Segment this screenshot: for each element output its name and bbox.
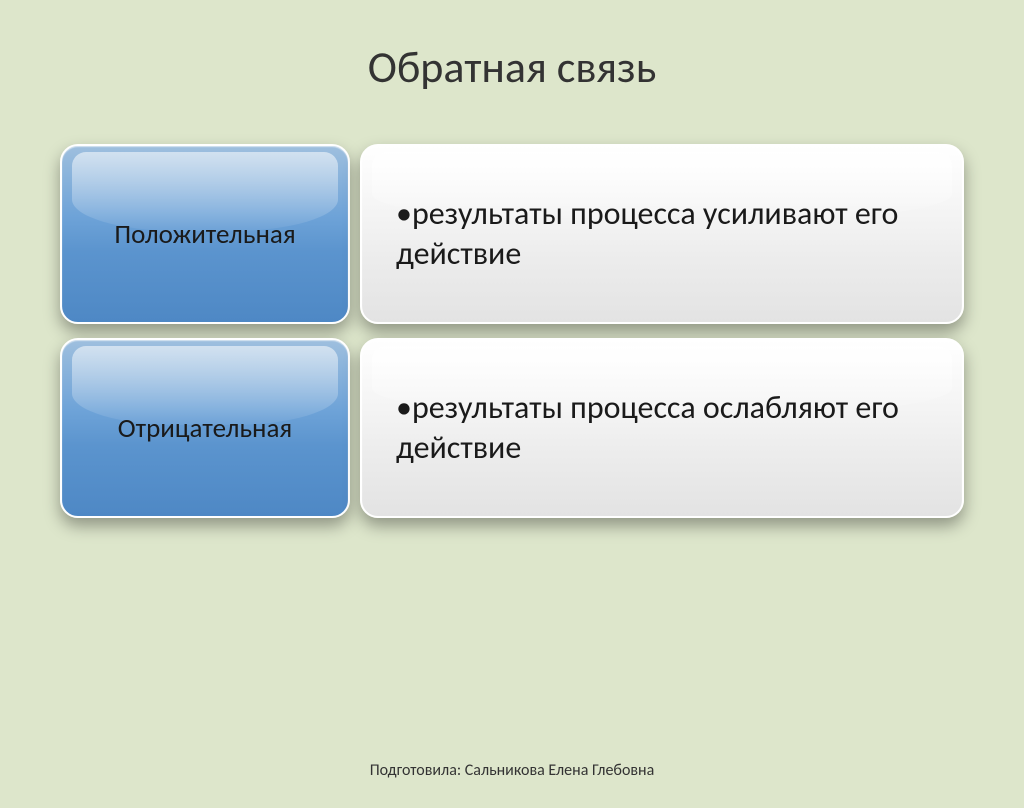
desc-text-negative: •результаты процесса ослабляют его дейст… [396,388,932,468]
label-text-positive: Положительная [114,218,295,251]
slide-title: Обратная связь [0,40,1024,94]
bullet-icon: • [396,388,412,428]
row-negative: Отрицательная •результаты процесса ослаб… [60,338,964,518]
desc-content-positive: результаты процесса усиливают его действ… [396,194,898,273]
bullet-icon: • [396,194,412,234]
desc-box-positive: •результаты процесса усиливают его дейст… [360,144,964,324]
row-positive: Положительная •результаты процесса усили… [60,144,964,324]
desc-text-positive: •результаты процесса усиливают его дейст… [396,194,932,274]
label-box-positive: Положительная [60,144,350,324]
desc-box-negative: •результаты процесса ослабляют его дейст… [360,338,964,518]
label-text-negative: Отрицательная [118,412,292,445]
desc-content-negative: результаты процесса ослабляют его действ… [396,388,899,467]
rows-container: Положительная •результаты процесса усили… [0,144,1024,518]
label-box-negative: Отрицательная [60,338,350,518]
footer-text: Подготовила: Сальникова Елена Глебовна [0,761,1024,780]
